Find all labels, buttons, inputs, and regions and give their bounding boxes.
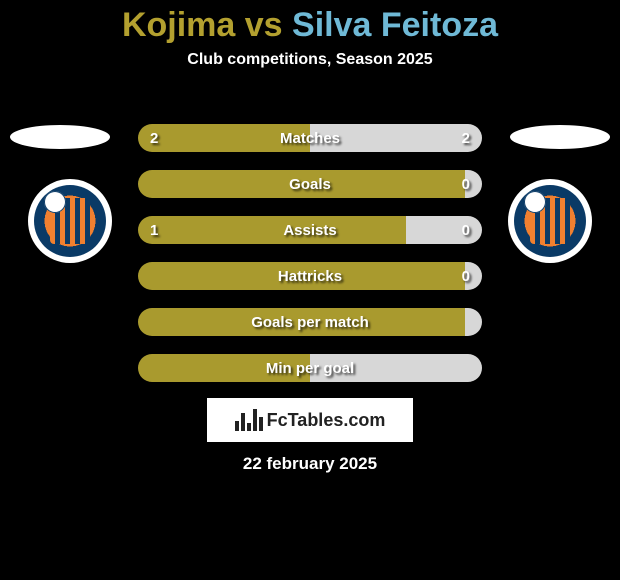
bar-chart-icon [235, 409, 263, 431]
branding-text: FcTables.com [267, 410, 386, 431]
bar-label: Assists [138, 216, 482, 244]
branding-banner[interactable]: FcTables.com [207, 398, 413, 442]
club-badge-right [508, 179, 592, 263]
stat-bars: 22Matches 0Goals 10Assists 0Hattricks Goals … [138, 124, 482, 382]
stat-bar-row: 22Matches [138, 124, 482, 152]
stat-bar-row: Goals per match [138, 308, 482, 336]
country-flag-left [10, 125, 110, 149]
bar-label: Goals per match [138, 308, 482, 336]
date-label: 22 february 2025 [0, 454, 620, 474]
stat-bar-row: 10Assists [138, 216, 482, 244]
stat-bar-row: 0Hattricks [138, 262, 482, 290]
club-badge-left [28, 179, 112, 263]
bar-label: Min per goal [138, 354, 482, 382]
bar-label: Matches [138, 124, 482, 152]
bar-label: Goals [138, 170, 482, 198]
vs-separator: vs [235, 6, 292, 44]
player-a-name: Kojima [122, 6, 235, 44]
club-crest-icon [514, 185, 586, 257]
subtitle: Club competitions, Season 2025 [0, 51, 620, 69]
stat-bar-row: 0Goals [138, 170, 482, 198]
club-crest-icon [34, 185, 106, 257]
comparison-title: Kojima vs Silva Feitoza [0, 0, 620, 45]
bar-label: Hattricks [138, 262, 482, 290]
country-flag-right [510, 125, 610, 149]
stat-bar-row: Min per goal [138, 354, 482, 382]
player-b-name: Silva Feitoza [292, 6, 498, 44]
